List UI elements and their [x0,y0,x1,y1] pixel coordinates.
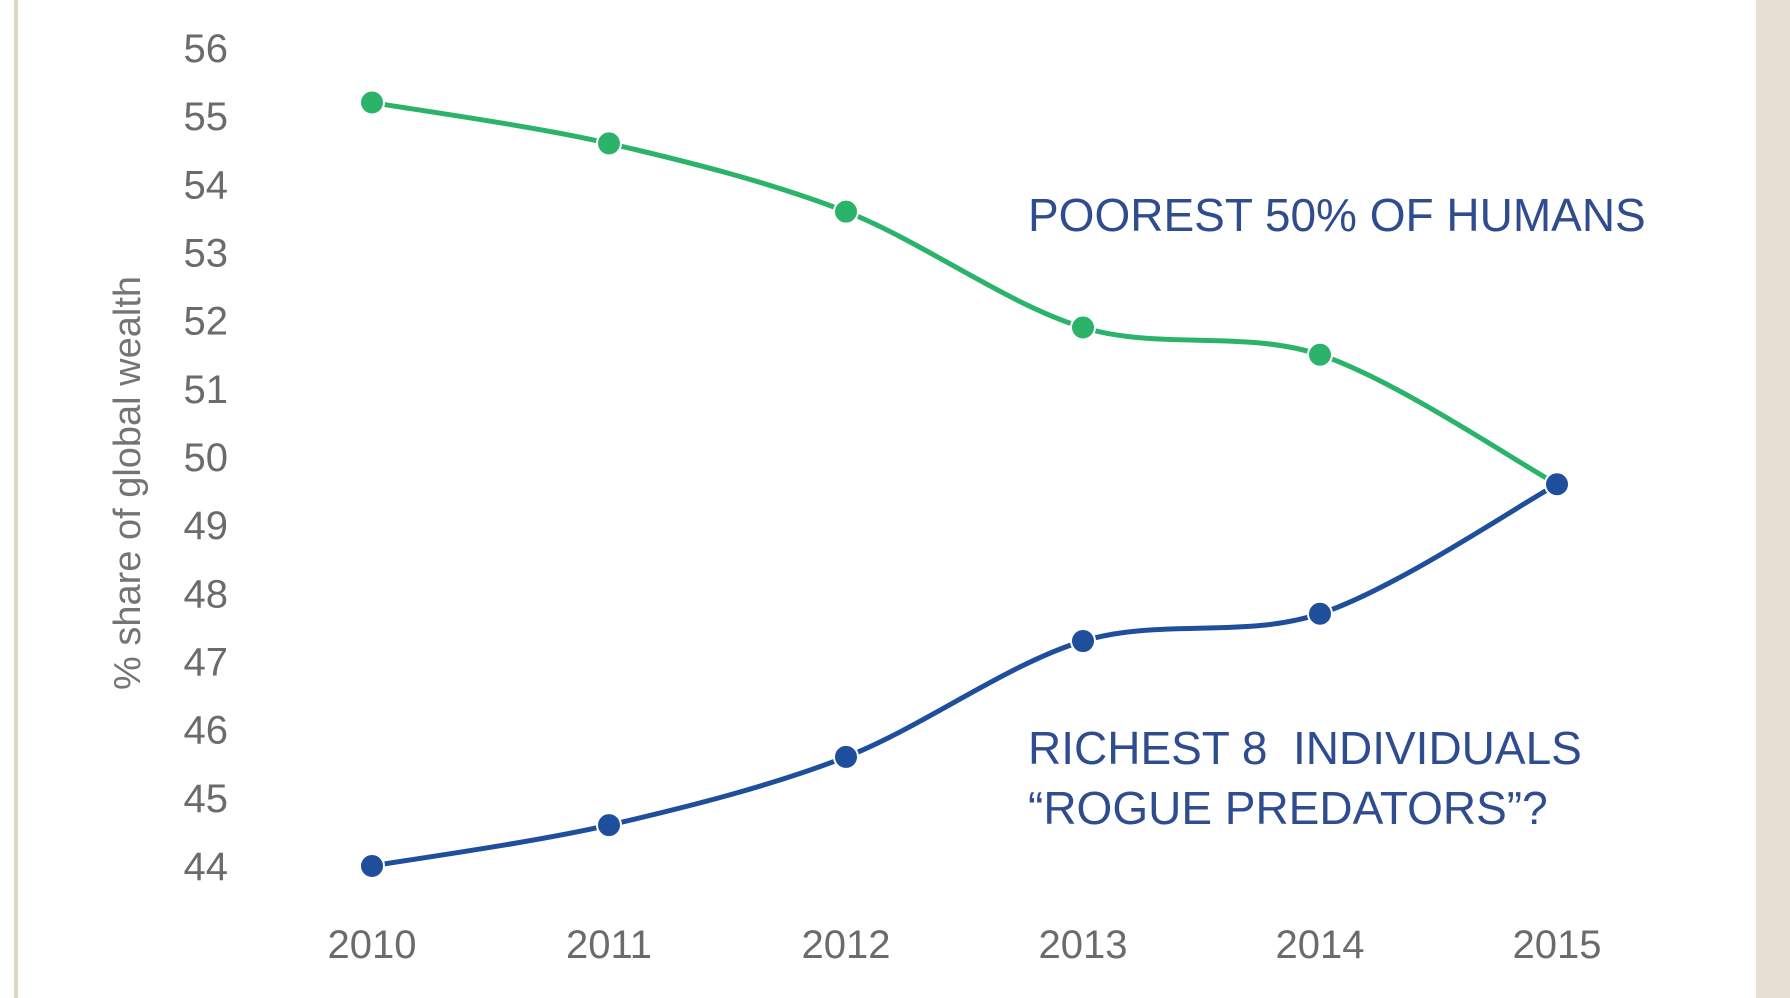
series-points [359,89,1570,879]
y-tick-label: 44 [184,845,229,889]
y-tick-label: 56 [184,27,229,71]
y-tick-label: 52 [184,300,229,344]
data-point-richest-2015 [1544,471,1570,498]
data-point-richest-2014 [1307,600,1333,627]
x-tick-label: 2015 [1513,923,1602,967]
x-tick-label: 2014 [1276,923,1365,967]
y-tick-label: 46 [184,709,229,753]
series-lines [369,100,1560,869]
data-point-poorest-2014 [1307,341,1333,368]
data-point-poorest-2012 [833,198,859,225]
y-tick-label: 51 [184,368,229,412]
y-tick-label: 50 [184,436,229,480]
y-tick-label: 47 [184,641,229,685]
x-tick-label: 2012 [802,923,891,967]
data-point-poorest-2010 [359,89,385,116]
y-tick-label: 45 [184,777,229,821]
slide-left-border [14,0,18,998]
y-tick-label: 53 [184,232,229,276]
annotation-richest-line2: “ROGUE PREDATORS”? [1028,782,1548,834]
series-line-richest [369,481,1560,869]
x-axis-ticks: 2010 2011 2012 2013 2014 2015 [328,923,1602,967]
slide-right-panel [1756,0,1790,998]
y-tick-label: 48 [184,572,229,616]
data-point-richest-2011 [596,812,622,839]
y-axis-ticks: 44 45 46 47 48 49 50 51 52 53 54 55 56 [184,27,229,889]
annotation-richest-line1: RICHEST 8 INDIVIDUALS [1028,722,1582,774]
series-line-poorest [369,100,1560,487]
x-tick-label: 2011 [566,923,652,967]
data-point-richest-2012 [833,743,859,770]
y-tick-label: 54 [184,163,229,207]
x-tick-label: 2010 [328,923,417,967]
data-point-richest-2013 [1070,628,1096,655]
data-point-poorest-2013 [1070,314,1096,341]
y-axis-title: % share of global wealth [107,276,149,690]
x-tick-label: 2013 [1039,923,1128,967]
annotation-poorest: POOREST 50% OF HUMANS [1028,189,1646,241]
y-tick-label: 55 [184,95,229,139]
data-point-poorest-2011 [596,130,622,157]
data-point-richest-2010 [359,853,385,879]
y-tick-label: 49 [184,504,229,548]
